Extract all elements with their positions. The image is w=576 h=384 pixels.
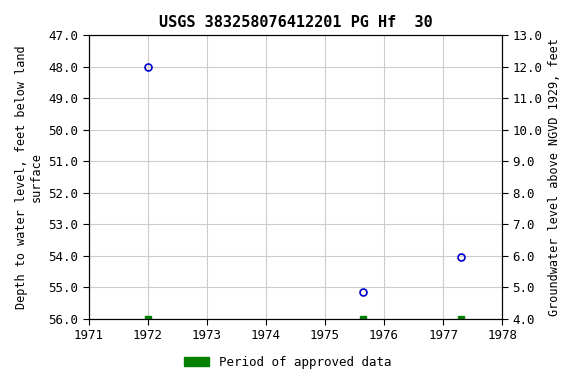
Legend: Period of approved data: Period of approved data: [179, 351, 397, 374]
Title: USGS 383258076412201 PG Hf  30: USGS 383258076412201 PG Hf 30: [158, 15, 433, 30]
Y-axis label: Depth to water level, feet below land
surface: Depth to water level, feet below land su…: [15, 45, 43, 309]
Y-axis label: Groundwater level above NGVD 1929, feet: Groundwater level above NGVD 1929, feet: [548, 38, 561, 316]
